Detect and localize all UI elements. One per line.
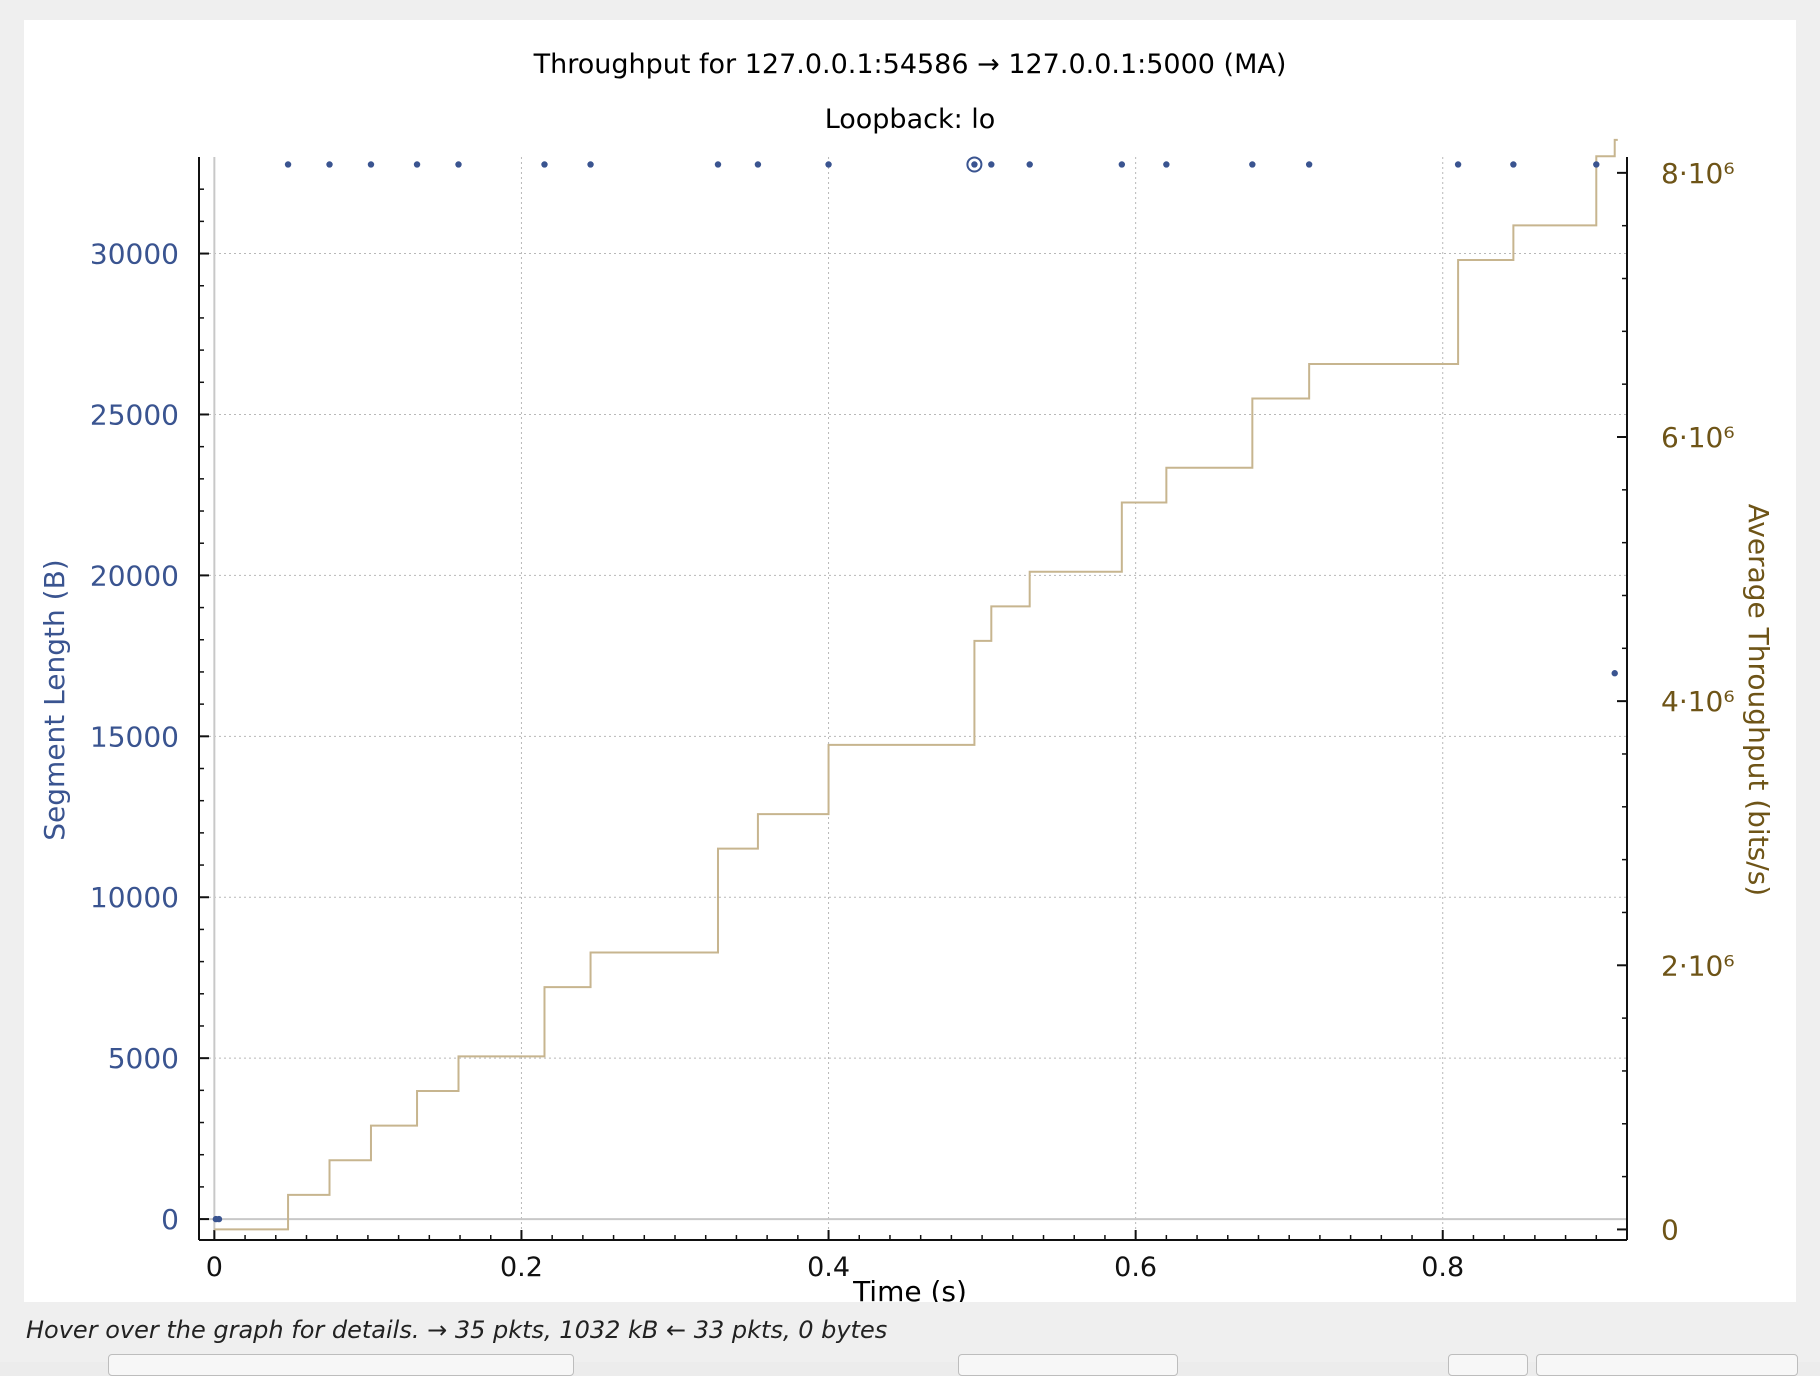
- y-left-tick-label: 30000: [90, 238, 179, 271]
- throughput-line: [214, 138, 1618, 1231]
- graph-type-button[interactable]: [958, 1354, 1178, 1376]
- y-right-tick-label: 0: [1661, 1213, 1679, 1246]
- x-tick-label: 0.4: [807, 1252, 850, 1283]
- grid-lines: [199, 157, 1627, 1240]
- selected-point-marker: [966, 156, 983, 173]
- chart-subtitle: Loopback: lo: [825, 104, 996, 135]
- segment-point: [1611, 670, 1618, 677]
- x-tick-label: 0.6: [1114, 1252, 1157, 1283]
- segment-point: [754, 161, 762, 168]
- segment-point: [1593, 161, 1600, 168]
- y-axis-left-label: Segment Length (B): [38, 559, 71, 840]
- segment-point: [326, 161, 333, 168]
- y-left-tick-label: 20000: [90, 559, 179, 592]
- segment-point: [1305, 161, 1313, 168]
- segment-point: [825, 161, 832, 168]
- segment-point: [1454, 161, 1462, 168]
- x-tick-label: 0.2: [500, 1252, 543, 1283]
- y-left-tick-label: 0: [161, 1203, 179, 1236]
- segment-point: [455, 161, 462, 168]
- segment-point: [1118, 161, 1126, 168]
- segment-point: [1510, 161, 1517, 168]
- segment-point: [215, 1215, 223, 1223]
- plot-area[interactable]: 0 0.2 0.4 0.6 0.8 0 5000 10000 15000 20000 25000 30…: [24, 20, 1796, 1302]
- y-right-tick-label: 2·10⁶: [1661, 949, 1735, 982]
- status-bar: Hover over the graph for details. → 35 p…: [26, 1316, 888, 1344]
- segment-point: [587, 161, 594, 168]
- segment-point: [367, 161, 375, 168]
- y-right-tick-label: 8·10⁶: [1661, 157, 1735, 190]
- y-left-tick-label: 10000: [90, 881, 179, 914]
- segment-point: [714, 161, 722, 168]
- reset-button[interactable]: [1448, 1354, 1528, 1376]
- y-right-tick-label: 6·10⁶: [1661, 421, 1735, 454]
- segment-point: [971, 161, 978, 168]
- segment-point: [413, 161, 421, 168]
- throughput-chart[interactable]: 0 0.2 0.4 0.6 0.8 0 5000 10000 15000 20000 25000 30…: [24, 20, 1796, 1302]
- axes: 0 0.2 0.4 0.6 0.8 0 5000 10000 15000 20000 25000 30…: [90, 157, 1735, 1283]
- segment-point: [284, 161, 292, 168]
- save-as-button[interactable]: [1536, 1354, 1798, 1376]
- x-tick-label: 0.8: [1421, 1252, 1464, 1283]
- segment-point: [1249, 161, 1256, 168]
- y-right-tick-label: 4·10⁶: [1661, 685, 1735, 718]
- chart-title: Throughput for 127.0.0.1:54586 → 127.0.0…: [533, 49, 1287, 80]
- y-left-tick-label: 5000: [108, 1042, 179, 1075]
- segment-point: [1026, 161, 1033, 168]
- segment-point: [988, 161, 995, 168]
- x-axis-label: Time (s): [852, 1275, 967, 1302]
- y-left-tick-label: 15000: [90, 720, 179, 753]
- y-axis-right-label: Average Throughput (bits/s): [1742, 504, 1775, 896]
- display-filter-button[interactable]: [108, 1354, 574, 1376]
- x-tick-label: 0: [206, 1252, 223, 1283]
- segment-point: [541, 161, 548, 168]
- series-layer: [212, 138, 1618, 1231]
- segment-point: [1163, 161, 1170, 168]
- y-left-tick-label: 25000: [90, 398, 179, 431]
